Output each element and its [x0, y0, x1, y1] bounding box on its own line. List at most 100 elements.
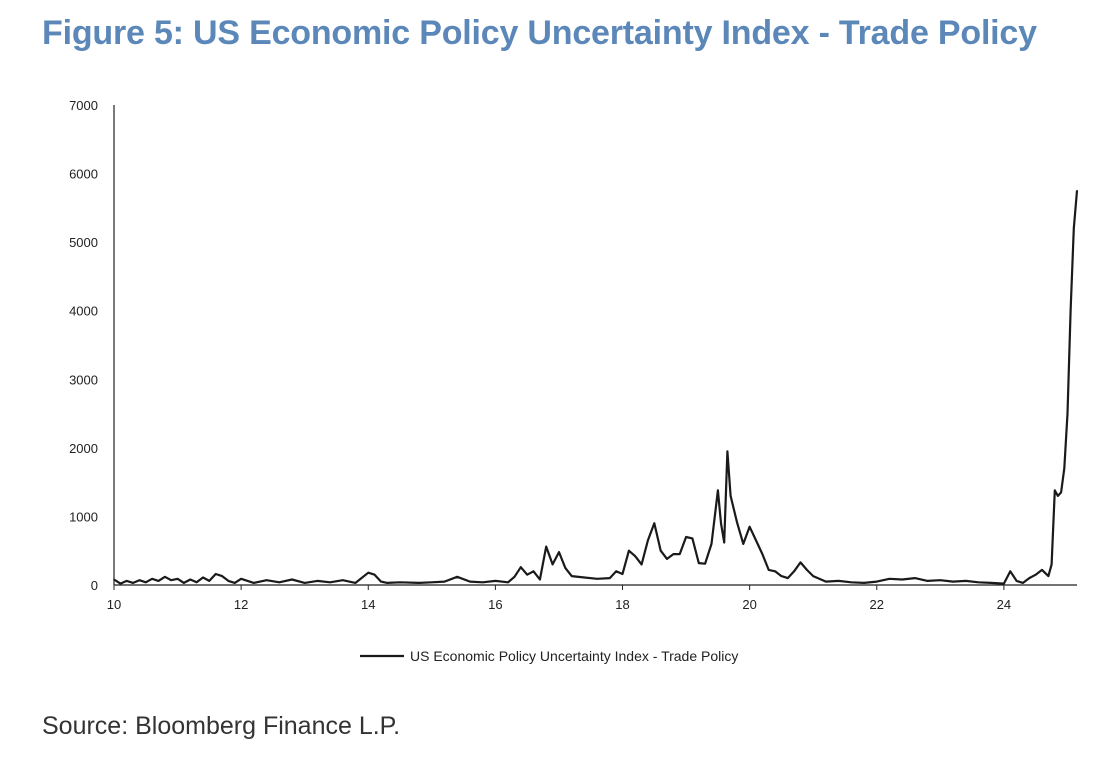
- data-point: [1015, 580, 1018, 582]
- data-point: [965, 580, 967, 582]
- data-point: [520, 566, 522, 568]
- data-point: [526, 573, 528, 576]
- data-point: [1076, 189, 1078, 192]
- data-point: [1069, 309, 1072, 312]
- data-point: [481, 581, 484, 584]
- data-point: [990, 582, 992, 584]
- data-point: [812, 575, 814, 577]
- data-point: [1060, 491, 1062, 494]
- data-point: [214, 573, 217, 575]
- y-axis: 0 1000 2000 3000 4000 5000 6000 7000: [69, 98, 115, 593]
- x-tick-label: 22: [870, 597, 884, 612]
- data-point: [678, 553, 681, 555]
- data-point: [736, 521, 738, 523]
- data-point: [494, 580, 497, 582]
- data-point: [672, 553, 675, 555]
- data-point: [113, 578, 115, 581]
- data-point: [837, 580, 840, 582]
- data-point: [755, 539, 757, 542]
- series-group: [113, 189, 1079, 585]
- y-tick-label: 4000: [69, 304, 98, 319]
- data-point: [545, 545, 547, 548]
- data-point: [367, 571, 370, 574]
- data-point: [710, 543, 713, 545]
- x-tick-label: 12: [234, 597, 248, 612]
- data-point: [132, 582, 134, 584]
- data-point: [157, 580, 160, 582]
- data-point: [431, 581, 433, 584]
- data-point: [551, 563, 554, 566]
- data-point: [621, 573, 624, 575]
- data-point: [723, 541, 725, 544]
- data-point: [952, 580, 954, 583]
- data-point: [901, 578, 903, 581]
- data-point: [767, 569, 770, 571]
- data-point: [615, 570, 617, 573]
- data-point: [698, 562, 700, 564]
- data-point: [265, 579, 268, 581]
- x-tick-label: 14: [361, 597, 375, 612]
- data-point: [532, 570, 535, 573]
- data-point: [1003, 582, 1005, 585]
- data-point: [761, 553, 764, 555]
- data-point: [876, 580, 878, 583]
- data-point: [720, 522, 722, 525]
- data-point: [1057, 495, 1059, 497]
- x-tick-label: 18: [615, 597, 629, 612]
- data-point: [799, 561, 802, 564]
- y-tick-label: 7000: [69, 98, 98, 113]
- data-point: [1041, 569, 1043, 571]
- data-point: [704, 562, 706, 565]
- chart-title: Figure 5: US Economic Policy Uncertainty…: [42, 14, 1037, 52]
- data-point: [1022, 582, 1024, 584]
- data-point: [202, 576, 204, 579]
- y-tick-label: 1000: [69, 509, 98, 524]
- y-tick-label: 0: [91, 578, 98, 593]
- data-point: [806, 569, 808, 571]
- data-point: [176, 578, 179, 580]
- data-point: [977, 581, 980, 584]
- y-tick-label: 2000: [69, 441, 98, 456]
- data-point: [151, 578, 153, 580]
- data-point: [653, 522, 656, 525]
- data-point: [145, 581, 147, 584]
- data-point: [780, 575, 783, 577]
- data-point: [570, 575, 573, 577]
- data-point: [278, 581, 281, 584]
- data-point: [926, 580, 929, 582]
- data-point: [850, 581, 853, 584]
- series-line: [113, 190, 1079, 585]
- data-point: [1028, 577, 1031, 579]
- data-point: [125, 580, 128, 582]
- line-chart: 0 1000 2000 3000 4000 5000 6000 7000 10 12 14 16 18…: [69, 98, 1079, 664]
- data-point: [221, 575, 223, 577]
- data-point: [164, 576, 166, 578]
- data-point: [914, 577, 916, 579]
- x-axis: 10 12 14 16 18 20 22 24: [107, 584, 1077, 612]
- data-point: [513, 576, 516, 578]
- data-point: [227, 580, 230, 582]
- data-point: [628, 549, 630, 552]
- data-point: [342, 579, 344, 581]
- data-point: [329, 581, 331, 584]
- data-point: [596, 578, 598, 580]
- data-point: [640, 563, 643, 566]
- data-point: [469, 580, 471, 583]
- data-point: [726, 450, 729, 453]
- data-point: [507, 581, 509, 584]
- data-point: [539, 578, 541, 581]
- data-point: [291, 578, 293, 581]
- data-point: [253, 582, 255, 584]
- data-point: [717, 489, 719, 492]
- data-point: [138, 579, 141, 581]
- data-point: [240, 578, 242, 580]
- data-point: [380, 580, 382, 583]
- data-point: [316, 580, 319, 582]
- legend-label: US Economic Policy Uncertainty Index - T…: [410, 648, 738, 664]
- data-point: [583, 576, 586, 579]
- data-point: [825, 580, 827, 583]
- data-point: [1034, 573, 1037, 576]
- data-point: [558, 551, 560, 553]
- data-point: [189, 578, 192, 581]
- data-point: [234, 582, 236, 584]
